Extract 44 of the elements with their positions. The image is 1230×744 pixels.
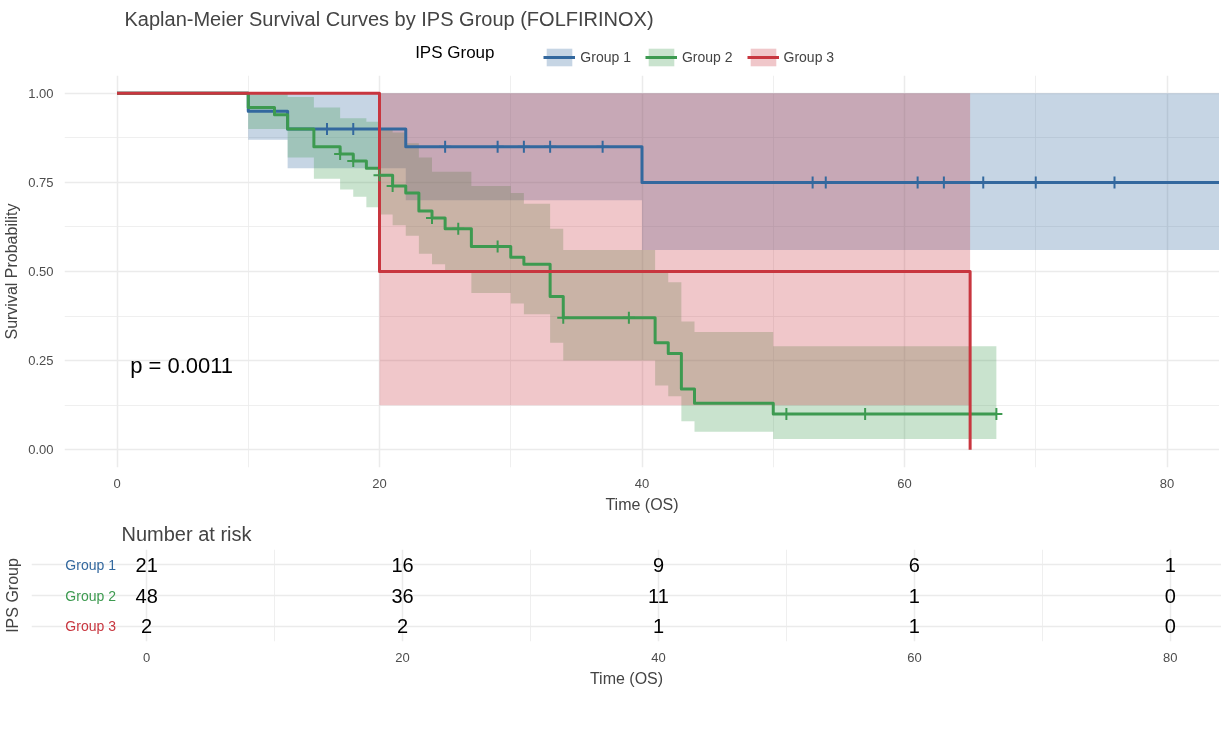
x-tick-label: 40 xyxy=(651,649,666,665)
legend-label: Group 2 xyxy=(681,49,733,65)
data-label: 11 xyxy=(648,584,669,607)
x-axis-title: Time (OS) xyxy=(605,495,679,513)
y-tick-label: Group 2 xyxy=(65,587,117,604)
y-tick-label: 0.00 xyxy=(28,442,54,458)
x-axis-title: Time (OS) xyxy=(589,669,664,687)
x-tick-label: 40 xyxy=(634,475,650,491)
x-tick-label: 20 xyxy=(395,649,410,665)
data-label: 1 xyxy=(652,615,665,638)
data-label: 2 xyxy=(141,615,153,638)
y-tick-label: Group 1 xyxy=(65,556,117,573)
chart-title: Kaplan-Meier Survival Curves by IPS Group (FOLFIRINOX) xyxy=(124,7,654,30)
y-axis-title: IPS Group xyxy=(3,558,21,633)
data-label: 1 xyxy=(908,584,920,607)
y-tick-label: Group 3 xyxy=(65,618,117,635)
data-label: 0 xyxy=(1164,615,1176,638)
legend-title: IPS Group xyxy=(415,43,495,62)
x-tick-label: 20 xyxy=(372,475,387,491)
x-tick-label: 60 xyxy=(907,649,922,665)
x-tick-label: 0 xyxy=(143,649,151,665)
x-tick-label: 0 xyxy=(113,475,121,491)
y-axis-title: Survival Probability xyxy=(3,203,21,340)
data-label: 36 xyxy=(391,584,414,607)
data-label: 1 xyxy=(908,615,920,638)
data-label: 21 xyxy=(135,553,158,576)
legend-label: Group 3 xyxy=(783,49,835,65)
x-tick-label: 80 xyxy=(1159,475,1175,491)
data-label: 2 xyxy=(397,615,409,638)
x-tick-label: 80 xyxy=(1163,649,1178,665)
data-label: 0 xyxy=(1164,584,1176,607)
data-label: 6 xyxy=(908,553,920,576)
annotation: p = 0.0011 xyxy=(130,353,234,379)
data-label: 9 xyxy=(652,553,665,576)
x-tick-label: 60 xyxy=(897,475,912,491)
y-tick-label: 1.00 xyxy=(28,85,54,101)
chart-title: Number at risk xyxy=(121,522,253,545)
data-label: 1 xyxy=(1164,553,1176,576)
data-label: 48 xyxy=(135,584,158,607)
y-tick-label: 0.25 xyxy=(28,353,54,369)
y-tick-label: 0.75 xyxy=(28,174,54,190)
y-tick-label: 0.50 xyxy=(28,264,54,279)
legend-label: Group 1 xyxy=(580,49,631,65)
data-label: 16 xyxy=(391,553,414,576)
